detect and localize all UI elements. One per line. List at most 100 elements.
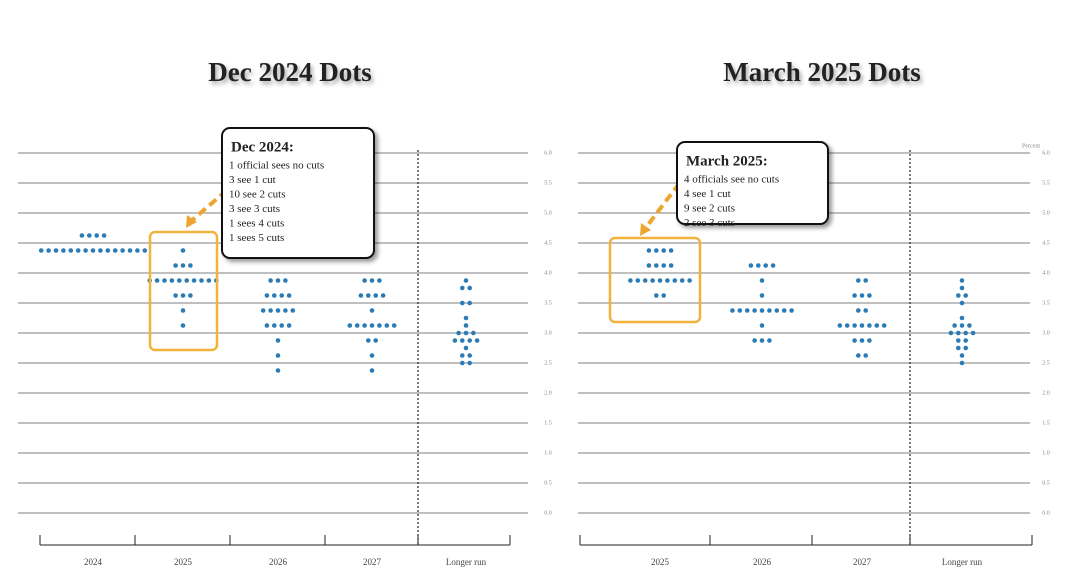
dot bbox=[752, 338, 757, 343]
dot bbox=[369, 308, 375, 313]
dot bbox=[275, 278, 281, 283]
dot bbox=[759, 323, 765, 328]
dot bbox=[852, 293, 857, 298]
dot bbox=[275, 338, 281, 343]
annotation-line: 3 see 3 cuts bbox=[229, 203, 280, 215]
dot bbox=[154, 278, 160, 283]
highlight bbox=[148, 230, 219, 352]
y-tick-label: 4.5 bbox=[1042, 240, 1050, 246]
x-tick-label: 2027 bbox=[853, 557, 872, 567]
dot bbox=[46, 248, 51, 253]
dot bbox=[53, 248, 59, 253]
dot bbox=[369, 353, 375, 358]
dot bbox=[180, 293, 186, 298]
dot bbox=[756, 263, 761, 268]
dot bbox=[467, 300, 473, 306]
dot bbox=[963, 293, 968, 298]
dot bbox=[752, 308, 757, 313]
dot bbox=[763, 263, 768, 268]
annotation-line: 1 official sees no cuts bbox=[229, 160, 324, 172]
dot bbox=[467, 360, 473, 366]
dot bbox=[730, 308, 735, 313]
x-tick-label: 2026 bbox=[753, 557, 772, 567]
dot bbox=[789, 308, 794, 313]
dot bbox=[120, 248, 125, 253]
dot bbox=[642, 278, 648, 283]
dot bbox=[369, 278, 375, 283]
dot bbox=[75, 248, 81, 253]
dot bbox=[863, 353, 868, 358]
dot bbox=[844, 323, 850, 328]
dot bbox=[859, 338, 865, 343]
dot bbox=[286, 293, 292, 298]
dot bbox=[460, 285, 465, 291]
y-tick-label: 1.5 bbox=[1042, 420, 1050, 426]
dot bbox=[68, 248, 74, 253]
dot bbox=[391, 323, 397, 328]
dot bbox=[863, 278, 868, 283]
dot bbox=[856, 308, 861, 313]
y-tick-label: 0.0 bbox=[1042, 510, 1050, 516]
dot bbox=[948, 330, 954, 336]
dot bbox=[275, 368, 281, 373]
dot bbox=[272, 293, 277, 298]
dot bbox=[963, 338, 968, 343]
dot bbox=[460, 338, 465, 343]
dot bbox=[748, 263, 754, 268]
y-tick-label: 5.0 bbox=[1042, 210, 1050, 216]
dot bbox=[354, 323, 360, 328]
y-tick-label: 5.5 bbox=[544, 180, 552, 186]
dot bbox=[463, 323, 469, 328]
dot bbox=[290, 308, 296, 313]
annotation-line: 4 officials see no cuts bbox=[684, 174, 779, 186]
dot bbox=[260, 308, 266, 313]
dot bbox=[474, 338, 480, 343]
dot bbox=[668, 263, 674, 268]
dot bbox=[366, 338, 371, 343]
y-tick-label: 0.5 bbox=[544, 480, 552, 486]
y-tick-label: 5.5 bbox=[1042, 180, 1050, 186]
dot bbox=[668, 248, 674, 253]
dot bbox=[874, 323, 880, 328]
dot bbox=[781, 308, 787, 313]
dot bbox=[467, 353, 473, 358]
dot bbox=[101, 233, 107, 238]
dot bbox=[286, 323, 292, 328]
dot bbox=[770, 263, 776, 268]
dot bbox=[837, 323, 843, 328]
annotation-line: 2 see 3 cuts bbox=[684, 217, 735, 229]
dot bbox=[852, 338, 857, 343]
dot bbox=[180, 248, 186, 253]
dot bbox=[463, 315, 469, 321]
dot bbox=[456, 330, 461, 336]
annotation-box bbox=[676, 141, 829, 225]
x-tick-label: 2024 bbox=[84, 557, 103, 567]
annotation-line: 9 see 2 cuts bbox=[684, 203, 735, 215]
dot bbox=[452, 338, 458, 343]
dot bbox=[373, 338, 379, 343]
dot bbox=[767, 338, 772, 343]
dot bbox=[105, 248, 111, 253]
dot bbox=[759, 293, 765, 298]
dot bbox=[963, 330, 968, 336]
y-tick-label: 5.0 bbox=[544, 210, 552, 216]
dot bbox=[467, 338, 473, 343]
dot bbox=[959, 323, 965, 328]
x-tick-label: Longer run bbox=[942, 557, 983, 567]
dot bbox=[180, 308, 186, 313]
dot bbox=[956, 330, 961, 336]
dot bbox=[87, 233, 92, 238]
y-tick-label: 6.0 bbox=[1042, 150, 1050, 156]
dot bbox=[657, 278, 663, 283]
dot bbox=[94, 233, 99, 238]
x-tick-label: 2025 bbox=[651, 557, 670, 567]
dot bbox=[275, 353, 281, 358]
dot bbox=[467, 285, 473, 291]
annotation-line: 3 see 1 cut bbox=[229, 174, 276, 186]
y-tick-label: 4.5 bbox=[544, 240, 552, 246]
dot bbox=[687, 278, 692, 283]
dot bbox=[191, 278, 197, 283]
x-tick-label: 2026 bbox=[269, 557, 288, 567]
arrow bbox=[188, 170, 250, 224]
